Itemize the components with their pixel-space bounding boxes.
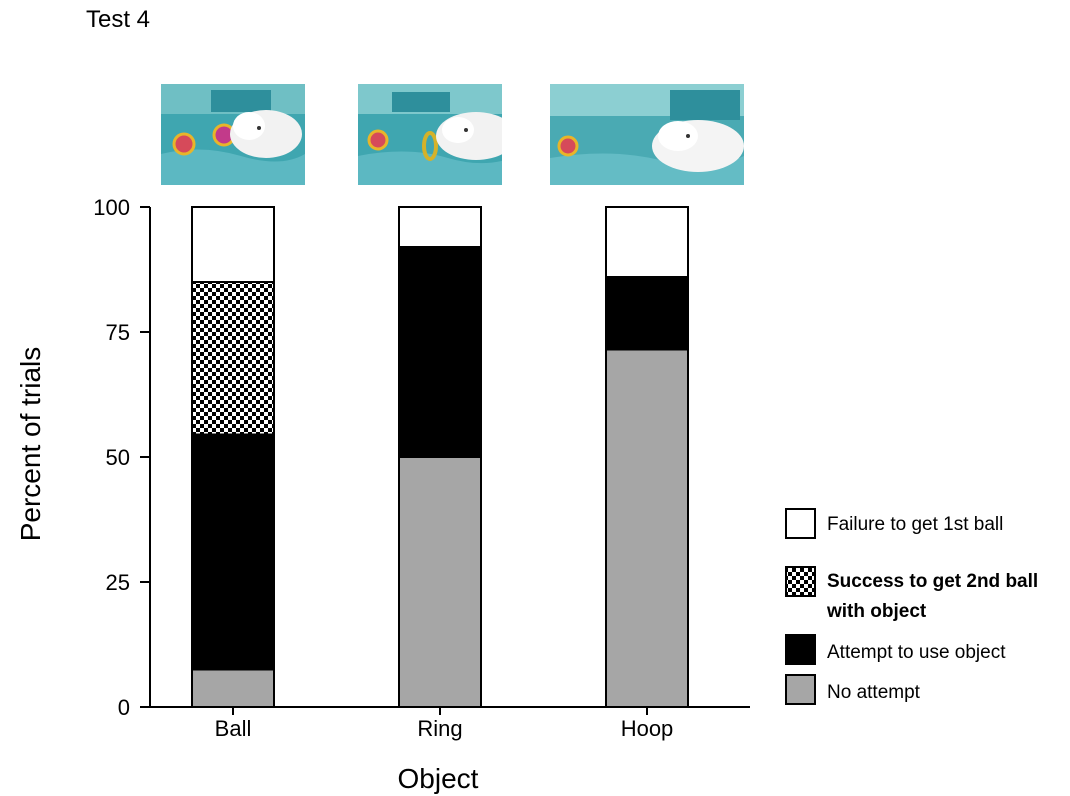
y-tick-label: 25 [106,570,130,595]
x-tick-label: Ball [215,716,252,741]
bar-segment-ball-success-to-get-2nd-ball-with-object [191,281,275,436]
y-tick-label: 0 [118,695,130,720]
bar-segment-ball-attempt-to-use-object [191,433,275,671]
y-tick-label: 50 [106,445,130,470]
bar-segment-ring-no-attempt [398,456,482,708]
x-tick-label: Ring [417,716,462,741]
bar-segment-hoop-attempt-to-use-object [605,276,689,351]
legend-swatch [785,634,816,665]
y-tick-label: 100 [93,195,130,220]
panel-label: Test 4 [86,6,151,33]
beluga-with-ball-photo [161,84,305,185]
x-axis-label: Object [398,763,479,794]
beluga-with-ring-photo [358,84,502,185]
legend-label: with object [826,601,927,622]
bar-segment-hoop-failure-to-get-1st-ball [605,206,689,278]
legend-swatch [785,674,816,705]
legend-label: No attempt [827,682,921,703]
x-tick-label: Hoop [621,716,674,741]
legend-label: Success to get 2nd ball [827,571,1038,592]
legend-swatch [785,566,816,597]
legend-label: Attempt to use object [827,642,1006,663]
bar-segment-ring-failure-to-get-1st-ball [398,206,482,248]
y-axis-label: Percent of trials [15,347,46,542]
y-tick-label: 75 [106,320,130,345]
legend-swatch [785,508,816,539]
legend-label: Failure to get 1st ball [827,514,1003,535]
bar-segment-hoop-no-attempt [605,348,689,708]
bar-segment-ball-failure-to-get-1st-ball [191,206,275,283]
bar-segment-ring-attempt-to-use-object [398,246,482,458]
beluga-with-hoop-photo [550,84,744,185]
bar-segment-ball-no-attempt [191,668,275,708]
